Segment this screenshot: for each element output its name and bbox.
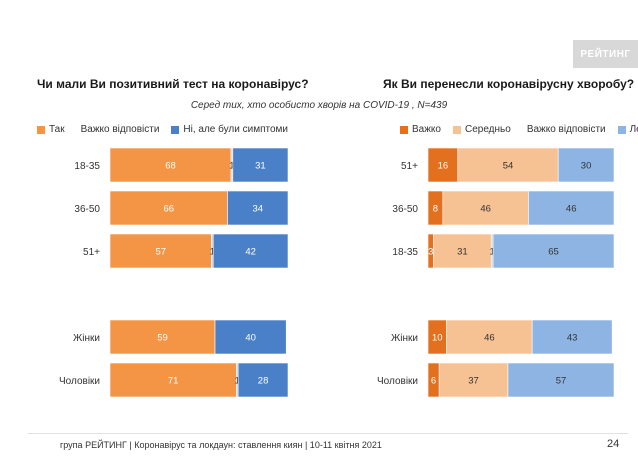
data-label: 46 xyxy=(566,204,577,215)
legend-item: Так xyxy=(37,124,65,135)
category-label: 51+ xyxy=(83,247,100,258)
data-label: 59 xyxy=(157,333,168,344)
bar-segment xyxy=(438,362,509,398)
data-label: 28 xyxy=(258,376,269,387)
data-label: 46 xyxy=(480,204,491,215)
bar-segment xyxy=(507,362,615,398)
legend-swatch xyxy=(617,125,626,134)
data-label: 31 xyxy=(457,247,468,258)
bar-segment xyxy=(492,233,615,269)
data-label: 1 xyxy=(235,376,240,387)
legend-item: Середньо xyxy=(452,124,511,135)
legend-label: Важко відповісти xyxy=(80,124,160,135)
data-label: 30 xyxy=(581,161,592,172)
left-chart-legend: Так Важко відповісти Ні, але були симптоми xyxy=(37,124,300,135)
data-label: 46 xyxy=(484,333,495,344)
page-number: 24 xyxy=(607,438,620,450)
bar-segment xyxy=(557,147,615,183)
category-label: Чоловіки xyxy=(377,376,418,387)
data-label: 71 xyxy=(168,376,179,387)
legend-label: Важко відповісти xyxy=(526,124,606,135)
data-label: 8 xyxy=(433,204,438,215)
bar-segment xyxy=(212,233,289,269)
data-label: 31 xyxy=(255,161,266,172)
category-label: Жінки xyxy=(391,333,418,344)
legend-item: Легко xyxy=(617,124,638,135)
legend-label: Так xyxy=(49,124,65,135)
bar-segment xyxy=(433,233,492,269)
bar-segment xyxy=(109,233,212,269)
data-label: 10 xyxy=(432,333,443,344)
category-label: 18-35 xyxy=(392,247,418,258)
bar-segment xyxy=(446,319,533,355)
data-label: 40 xyxy=(245,333,256,344)
bar-segment xyxy=(427,147,459,183)
bar-segment xyxy=(237,362,289,398)
legend-swatch xyxy=(171,125,180,134)
data-label: 57 xyxy=(556,376,567,387)
right-chart-legend: Важко Середньо Важко відповісти Легко xyxy=(400,124,638,135)
data-label: 1 xyxy=(490,247,495,258)
category-label: 51+ xyxy=(401,161,418,172)
category-label: 36-50 xyxy=(74,204,100,215)
footer-text: група РЕЙТИНГ | Коронавірус та локдаун: … xyxy=(60,440,382,450)
data-label: 42 xyxy=(245,247,256,258)
chart-subtitle: Серед тих, хто особисто хворів на COVID-… xyxy=(190,100,448,111)
legend-label: Легко xyxy=(629,124,638,135)
left-chart-title: Чи мали Ви позитивний тест на коронавіру… xyxy=(37,77,309,91)
data-label: 37 xyxy=(468,376,479,387)
bar-segment xyxy=(109,147,232,183)
bar-segment xyxy=(109,319,216,355)
legend-swatch xyxy=(400,125,408,134)
legend-item: Важко відповісти xyxy=(523,124,606,135)
right-chart-title: Як Ви перенесли коронавірусну хворобу? xyxy=(383,77,635,91)
bar-segment xyxy=(109,362,237,398)
legend-label: Важко xyxy=(412,124,441,135)
data-label: 1 xyxy=(229,161,234,172)
footer-divider xyxy=(28,433,628,434)
legend-item: Ні, але були симптоми xyxy=(171,124,288,135)
data-label: 34 xyxy=(252,204,263,215)
data-label: 66 xyxy=(163,204,174,215)
data-label: 68 xyxy=(165,161,176,172)
bar-segment xyxy=(442,190,529,226)
data-label: 6 xyxy=(431,376,436,387)
data-label: 43 xyxy=(567,333,578,344)
bar-segment xyxy=(528,190,615,226)
bar-segment xyxy=(214,319,287,355)
legend-item: Важко xyxy=(400,124,441,135)
data-label: 57 xyxy=(155,247,166,258)
data-label: 65 xyxy=(548,247,559,258)
data-label: 16 xyxy=(438,161,449,172)
data-label: 3 xyxy=(428,247,433,258)
bar-segment xyxy=(109,190,228,226)
bar-segment xyxy=(232,147,289,183)
legend-swatch xyxy=(452,125,461,134)
category-label: 36-50 xyxy=(392,204,418,215)
category-label: Жінки xyxy=(73,333,100,344)
legend-label: Ні, але були симптоми xyxy=(183,124,288,135)
brand-logo: РЕЙТИНГ xyxy=(573,40,638,68)
data-label: 1 xyxy=(210,247,215,258)
legend-swatch xyxy=(37,125,45,134)
data-label: 54 xyxy=(503,161,514,172)
category-label: Чоловіки xyxy=(59,376,100,387)
legend-item: Важко відповісти xyxy=(77,124,160,135)
legend-label: Середньо xyxy=(464,124,511,135)
bar-segment xyxy=(227,190,289,226)
bar-segment xyxy=(531,319,613,355)
category-label: 18-35 xyxy=(74,161,100,172)
